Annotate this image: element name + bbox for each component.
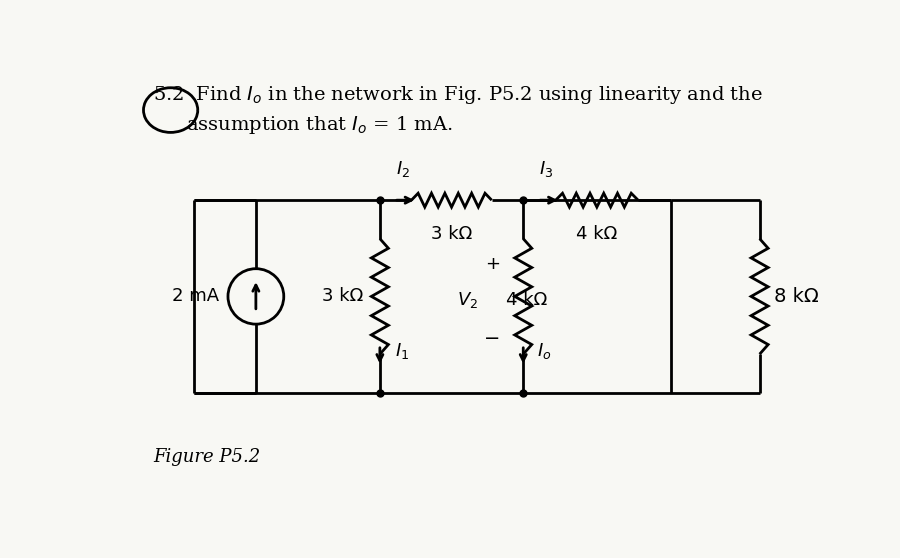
Text: $V_2$: $V_2$ (457, 290, 478, 310)
Text: assumption that $I_o$ = 1 mA.: assumption that $I_o$ = 1 mA. (186, 114, 453, 137)
Text: 4 kΩ: 4 kΩ (576, 225, 617, 243)
Text: 3 kΩ: 3 kΩ (431, 225, 472, 243)
Text: 4 kΩ: 4 kΩ (506, 291, 547, 309)
Text: −: − (484, 329, 500, 348)
Text: +: + (485, 255, 500, 273)
Text: 2 mA: 2 mA (172, 287, 219, 305)
Text: 8 kΩ: 8 kΩ (774, 287, 818, 306)
Text: $I_2$: $I_2$ (396, 160, 410, 179)
Text: $I_o$: $I_o$ (537, 341, 552, 361)
Text: 5.2  Find $I_o$ in the network in Fig. P5.2 using linearity and the: 5.2 Find $I_o$ in the network in Fig. P5… (153, 84, 762, 105)
Text: 3 kΩ: 3 kΩ (321, 287, 363, 305)
Text: $I_3$: $I_3$ (539, 160, 554, 179)
Text: $I_1$: $I_1$ (395, 341, 410, 361)
Text: Figure P5.2: Figure P5.2 (153, 448, 260, 465)
